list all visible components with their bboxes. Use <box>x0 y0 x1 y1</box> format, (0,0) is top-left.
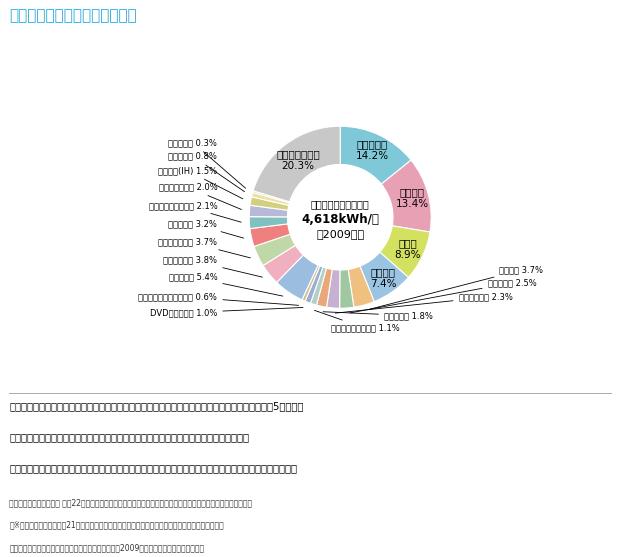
Text: 洗濯機・洗濯乾燥機 2.1%: 洗濯機・洗濯乾燥機 2.1% <box>149 201 241 222</box>
Text: 電気厨房(IH) 1.5%: 電気厨房(IH) 1.5% <box>158 167 243 199</box>
Text: 電子レンジ 1.8%: 電子レンジ 1.8% <box>323 311 433 320</box>
Wedge shape <box>253 126 340 202</box>
Wedge shape <box>249 206 288 217</box>
Wedge shape <box>302 265 320 301</box>
Wedge shape <box>249 217 288 228</box>
Wedge shape <box>316 268 332 307</box>
Wedge shape <box>348 266 374 307</box>
Text: エコキュート 3.8%: エコキュート 3.8% <box>163 256 263 277</box>
Text: 4,618kWh/年: 4,618kWh/年 <box>301 213 379 226</box>
Wedge shape <box>340 126 411 184</box>
Wedge shape <box>254 234 295 266</box>
Text: 電気温水器 5.4%: 電気温水器 5.4% <box>169 273 283 296</box>
Wedge shape <box>250 197 289 211</box>
Text: 世帯当たり電気使用量: 世帯当たり電気使用量 <box>311 199 370 209</box>
Text: 食器洗い乾燥機 3.7%: 食器洗い乾燥機 3.7% <box>158 237 250 258</box>
Wedge shape <box>326 270 340 308</box>
Text: DVDレコーダー 1.0%: DVDレコーダー 1.0% <box>150 307 303 317</box>
Text: 電気機器その他
20.3%: 電気機器その他 20.3% <box>276 149 320 171</box>
Text: 電子計算機 2.5%: 電子計算機 2.5% <box>350 278 536 313</box>
Text: 衣類乾燥機 0.3%: 衣類乾燥機 0.3% <box>168 138 246 188</box>
Text: 日本エネルギー経済研究所が試算（注：エアコンは2009年の冷夏・暖冬影響を含む）。: 日本エネルギー経済研究所が試算（注：エアコンは2009年の冷夏・暖冬影響を含む）… <box>9 543 205 552</box>
Text: 出典：資源エネルギー庁 平成22年度省エネルギー政策分析調査事業「家庭におけるエネルギー消費実態について」: 出典：資源エネルギー庁 平成22年度省エネルギー政策分析調査事業「家庭におけるエ… <box>9 499 253 507</box>
Circle shape <box>287 164 393 270</box>
Text: テレビ
8.9%: テレビ 8.9% <box>394 238 421 260</box>
Wedge shape <box>263 245 304 282</box>
Text: また、日中のピーク時を避けて電化製品を利用することも、電力供給の安定を保つために重要な方法です。: また、日中のピーク時を避けて電化製品を利用することも、電力供給の安定を保つために… <box>9 463 297 473</box>
Text: ネットワーク機器類 1.1%: ネットワーク機器類 1.1% <box>314 310 400 333</box>
Text: 家庭の中で特に電気消費量が多いのは、電気冷蔵庫、照明器具、テレビ、エアコン、電気温水器の5つです。: 家庭の中で特に電気消費量が多いのは、電気冷蔵庫、照明器具、テレビ、エアコン、電気… <box>9 401 304 411</box>
Text: ジャー炊飯器 2.3%: ジャー炊飯器 2.3% <box>335 293 512 313</box>
Text: （2009年）: （2009年） <box>316 228 364 238</box>
Wedge shape <box>360 252 408 302</box>
Text: 家電製品別の消費電力量の比較: 家電製品別の消費電力量の比較 <box>9 8 137 23</box>
Text: 電気ポット 3.2%: 電気ポット 3.2% <box>168 219 244 238</box>
Wedge shape <box>311 267 326 305</box>
Wedge shape <box>250 224 290 246</box>
Wedge shape <box>380 226 430 277</box>
Text: 照明器具
13.4%: 照明器具 13.4% <box>396 187 429 209</box>
Wedge shape <box>277 255 318 300</box>
Text: ビデオテープレコーダー 0.6%: ビデオテープレコーダー 0.6% <box>139 292 299 305</box>
Wedge shape <box>305 266 323 303</box>
Text: エアコン
7.4%: エアコン 7.4% <box>370 267 396 289</box>
Text: ※資源エネルギー庁平成21年度民生部門エネルギー消費実態調査及び機器の使用に関する調査より: ※資源エネルギー庁平成21年度民生部門エネルギー消費実態調査及び機器の使用に関す… <box>9 521 224 530</box>
Text: 電気冷蔵庫
14.2%: 電気冷蔵庫 14.2% <box>356 139 389 161</box>
Wedge shape <box>251 192 289 206</box>
Text: 電気カーペット 2.0%: 電気カーペット 2.0% <box>159 183 241 209</box>
Text: 電気便座 3.7%: 電気便座 3.7% <box>369 266 544 310</box>
Wedge shape <box>340 270 354 308</box>
Text: これらをはじめとする家電製品を上手に使うことで、効果的に節電することができます。: これらをはじめとする家電製品を上手に使うことで、効果的に節電することができます。 <box>9 432 249 442</box>
Text: 電気こたつ 0.8%: 電気こたつ 0.8% <box>168 152 244 192</box>
Wedge shape <box>381 160 431 232</box>
Wedge shape <box>253 190 290 203</box>
